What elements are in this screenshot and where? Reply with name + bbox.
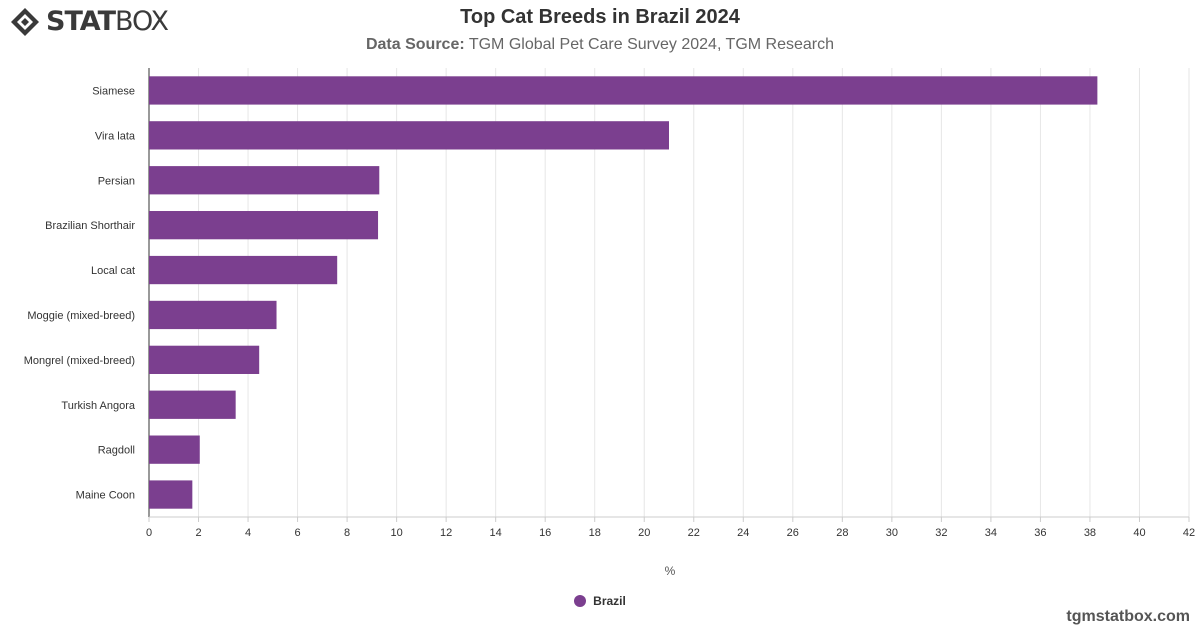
category-label: Persian	[98, 175, 135, 187]
bar	[149, 300, 277, 330]
bar	[149, 166, 380, 195]
subtitle-label: Data Source:	[365, 36, 465, 53]
brand-name-bold: STAT	[46, 6, 116, 37]
legend[interactable]: Brazil	[0, 594, 1200, 608]
x-tick-label: 6	[295, 527, 301, 539]
category-label: Maine Coon	[76, 490, 135, 502]
diamond-logo-icon	[11, 8, 39, 36]
category-label: Mongrel (mixed-breed)	[24, 355, 135, 367]
brand-logo: STATBOX	[10, 6, 169, 37]
bar	[149, 255, 338, 285]
x-tick-label: 30	[886, 527, 898, 539]
x-tick-label: 14	[490, 527, 502, 539]
x-tick-label: 28	[836, 527, 848, 539]
x-tick-label: 4	[245, 527, 251, 539]
legend-label: Brazil	[593, 594, 626, 608]
x-tick-label: 16	[539, 527, 551, 539]
bar	[149, 480, 193, 509]
bar	[149, 76, 1098, 105]
bar	[149, 121, 669, 150]
x-tick-label: 32	[935, 527, 947, 539]
chart-subtitle: Data Source: TGM Global Pet Care Survey …	[0, 36, 1200, 54]
x-tick-label: 10	[390, 527, 402, 539]
x-tick-label: 40	[1133, 527, 1145, 539]
category-label: Local cat	[91, 265, 135, 277]
footer-site[interactable]: tgmstatbox.com	[1066, 608, 1190, 625]
x-tick-label: 36	[1034, 527, 1046, 539]
category-label: Turkish Angora	[61, 400, 135, 412]
category-label: Moggie (mixed-breed)	[27, 310, 135, 322]
bar	[149, 390, 236, 419]
category-label: Vira lata	[95, 130, 136, 142]
x-axis-title: %	[665, 564, 676, 578]
x-tick-label: 22	[688, 527, 700, 539]
category-label: Brazilian Shorthair	[45, 220, 135, 232]
brand-name: STATBOX	[46, 6, 169, 37]
x-tick-label: 26	[787, 527, 799, 539]
x-tick-label: 38	[1084, 527, 1096, 539]
x-tick-label: 8	[344, 527, 350, 539]
x-tick-label: 34	[985, 527, 997, 539]
bar	[149, 211, 379, 240]
x-tick-label: 2	[195, 527, 201, 539]
subtitle-text: TGM Global Pet Care Survey 2024, TGM Res…	[464, 36, 835, 53]
x-tick-label: 0	[146, 527, 152, 539]
x-tick-label: 24	[737, 527, 749, 539]
brand-name-light: BOX	[114, 6, 169, 37]
x-tick-label: 42	[1183, 527, 1195, 539]
bar	[149, 435, 200, 464]
x-tick-label: 12	[440, 527, 452, 539]
x-tick-label: 20	[638, 527, 650, 539]
x-tick-label: 18	[589, 527, 601, 539]
category-label: Ragdoll	[98, 445, 135, 457]
bar	[149, 345, 260, 374]
chart-title: Top Cat Breeds in Brazil 2024	[460, 6, 740, 28]
category-label: Siamese	[92, 85, 135, 97]
legend-marker	[574, 595, 587, 607]
